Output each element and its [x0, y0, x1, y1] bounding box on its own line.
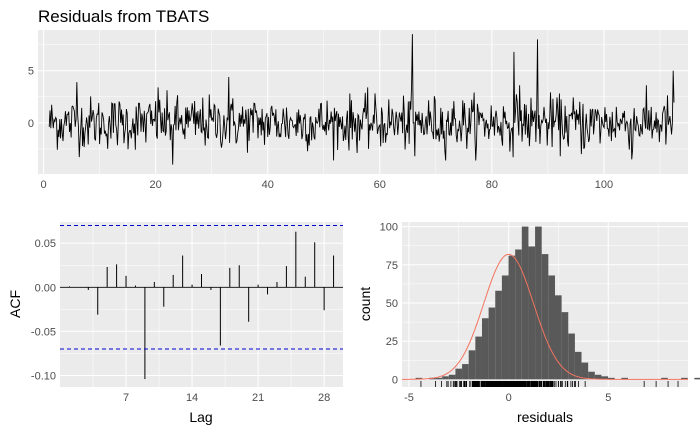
hist-y-tick-label: 100 [380, 222, 398, 234]
histogram-bar [442, 376, 449, 380]
hist-y-tick-label: 25 [386, 336, 398, 348]
histogram-bar [621, 377, 628, 380]
acf-x-tick-label: 28 [318, 392, 330, 404]
histogram-bar [601, 376, 609, 380]
hist-y-tick-label: 50 [386, 298, 398, 310]
histogram-bar [568, 333, 575, 380]
histogram-bar [541, 254, 549, 380]
ts-x-tick-label: 0 [41, 179, 47, 191]
ts-x-tick-label: 100 [595, 179, 613, 191]
histogram-bar [561, 312, 569, 380]
histogram-x-axis-title: residuals [517, 409, 573, 425]
hist-x-tick-label: -5 [404, 392, 414, 404]
acf-y-tick-label: -0.05 [31, 326, 56, 338]
acf-x-tick-label: 14 [186, 392, 198, 404]
acf-bars [60, 231, 343, 380]
histogram-bar [528, 246, 536, 380]
histogram-bar [588, 371, 595, 380]
histogram-rug [420, 381, 679, 387]
hist-x-tick-label: 0 [506, 392, 512, 404]
histogram-bar [455, 368, 463, 380]
ts-y-tick-label: 5 [28, 66, 34, 78]
acf-x-tick-label: 21 [252, 392, 264, 404]
histogram-bar [515, 249, 522, 380]
histogram-bar [415, 377, 423, 380]
acf-panel-bg [60, 222, 343, 387]
histogram-bar [501, 275, 509, 380]
acf-x-tick-label: 7 [123, 392, 129, 404]
time-series-panel: 0 20 40 60 80 100 0 5 [28, 30, 688, 191]
histogram-bar [435, 377, 443, 380]
hist-x-tick-label: 5 [605, 392, 611, 404]
acf-x-axis-title: Lag [189, 409, 212, 425]
residual-line [48, 34, 675, 165]
acf-confidence-lines [60, 225, 343, 350]
acf-y-tick-label: 0.00 [35, 282, 56, 294]
histogram-y-axis-title: count [357, 287, 373, 321]
hist-y-tick-label: 0 [392, 374, 398, 386]
histogram-bars [415, 226, 700, 380]
histogram-bar [481, 318, 489, 380]
histogram-bar [462, 364, 469, 380]
acf-y-axis-title: ACF [7, 290, 23, 318]
time-series-panel-bg [38, 30, 688, 174]
histogram-bar [475, 336, 482, 380]
histogram-bar [581, 362, 589, 380]
histogram-bar [521, 226, 529, 380]
histogram-bar [608, 377, 615, 380]
acf-y-tick-label: 0.05 [35, 238, 56, 250]
ts-x-tick-label: 80 [486, 179, 498, 191]
histogram-bar [468, 350, 476, 380]
histogram-bar [661, 377, 668, 380]
histogram-bar [681, 377, 688, 380]
histogram-bar [548, 275, 555, 380]
histogram-bar [535, 226, 542, 380]
chart-title: Residuals from TBATS [38, 7, 209, 26]
hist-y-tick-label: 75 [386, 260, 398, 272]
histogram-bar [574, 351, 582, 380]
histogram-bar [488, 307, 496, 380]
time-series-tick-labels: 0 20 40 60 80 100 0 5 [28, 66, 613, 191]
histogram-bar [694, 377, 700, 380]
density-curve [401, 253, 688, 380]
ts-x-tick-label: 60 [374, 179, 386, 191]
ts-x-tick-label: 40 [262, 179, 274, 191]
acf-panel: 7 14 21 28 -0.10 -0.05 0.00 0.05 Lag ACF [7, 222, 343, 425]
histogram-bar [448, 374, 456, 380]
histogram-bar [508, 255, 516, 380]
histogram-bar [554, 295, 562, 380]
ts-y-tick-label: 0 [28, 118, 34, 130]
time-series-grid [38, 30, 688, 174]
ts-x-tick-label: 20 [150, 179, 162, 191]
acf-tick-labels: 7 14 21 28 -0.10 -0.05 0.00 0.05 [31, 238, 330, 404]
histogram-bar [594, 374, 602, 380]
histogram-bar [495, 290, 502, 380]
acf-y-tick-label: -0.10 [31, 371, 56, 383]
